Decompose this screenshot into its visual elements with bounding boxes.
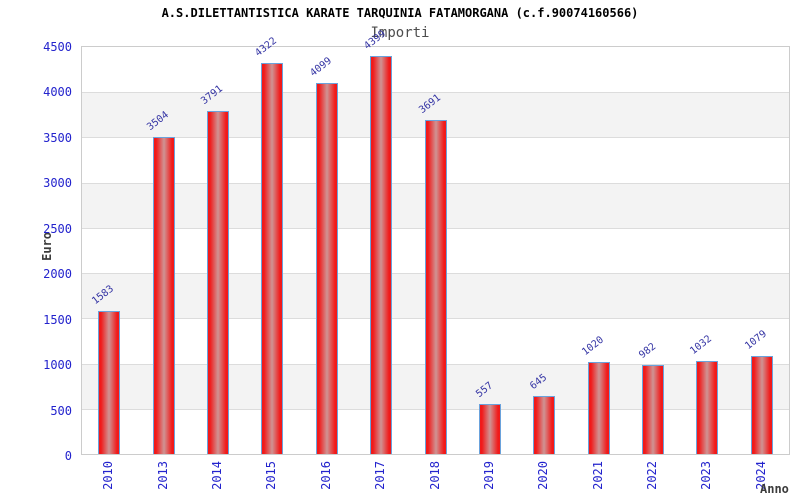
bar-2016 xyxy=(316,83,338,454)
y-tick-label: 3500 xyxy=(43,130,72,145)
y-tick-label: 2500 xyxy=(43,221,72,236)
bar-2014 xyxy=(207,111,229,454)
chart-subtitle: Importi xyxy=(370,25,430,41)
x-tick-label: 2017 xyxy=(373,461,388,490)
x-tick-label: 2015 xyxy=(264,461,279,490)
bar-2010 xyxy=(98,311,120,454)
y-tick-label: 1000 xyxy=(43,358,72,373)
x-tick-label: 2018 xyxy=(427,461,442,490)
bar-2013 xyxy=(153,137,175,454)
x-tick-label: 2010 xyxy=(101,461,116,490)
y-tick-label: 4000 xyxy=(43,85,72,100)
bar-2018 xyxy=(425,120,447,454)
chart-title: A.S.DILETTANTISTICA KARATE TARQUINIA FAT… xyxy=(161,6,639,20)
bar-2024 xyxy=(751,356,773,454)
y-tick-label: 4500 xyxy=(43,40,72,54)
x-tick-label: 2019 xyxy=(481,461,496,490)
y-tick-label: 2000 xyxy=(43,267,72,282)
bar-2021 xyxy=(588,362,610,454)
bar-2017 xyxy=(370,56,392,454)
x-tick-label: 2020 xyxy=(536,461,551,490)
x-tick-label: 2022 xyxy=(645,461,660,490)
y-tick-label: 0 xyxy=(64,449,72,463)
plot-area: 1583 3504 3791 4322 4099 4399 3691 557 645 1020 98… xyxy=(81,28,790,455)
x-tick-label: 2021 xyxy=(590,461,605,490)
x-tick-label: 2013 xyxy=(155,461,170,490)
bar-2022 xyxy=(642,365,664,454)
bar-2019 xyxy=(479,404,501,454)
bar-2023 xyxy=(696,361,718,454)
y-axis-title: Euro xyxy=(40,232,54,261)
bar-2020 xyxy=(533,396,555,454)
x-tick-label: 2016 xyxy=(318,461,333,490)
y-tick-label: 3000 xyxy=(43,176,72,191)
bar-2015 xyxy=(261,63,283,454)
x-axis-title: Anno xyxy=(760,482,789,496)
plot-band xyxy=(82,47,789,93)
y-tick-label: 500 xyxy=(50,403,72,418)
y-tick-label: 1500 xyxy=(43,312,72,327)
x-tick-label: 2023 xyxy=(699,461,714,490)
x-tick-label: 2014 xyxy=(209,461,224,490)
